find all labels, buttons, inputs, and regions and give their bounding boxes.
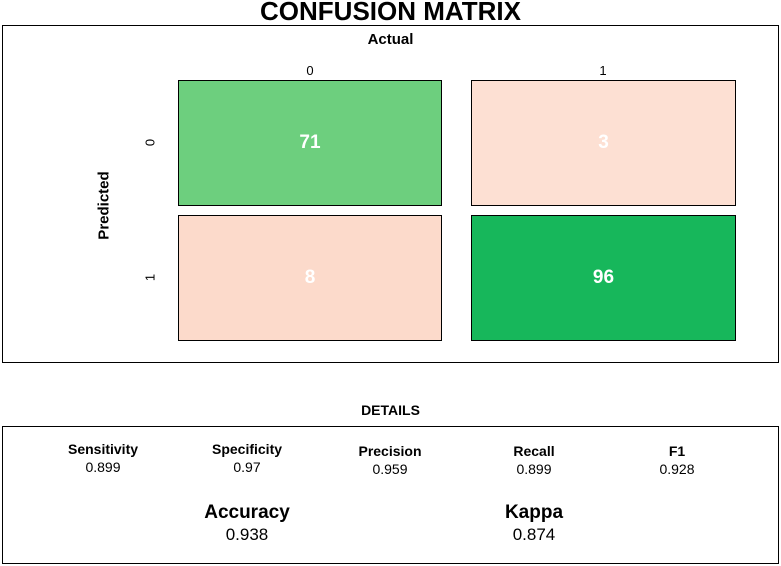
chart-title: CONFUSION MATRIX	[260, 0, 521, 26]
metric-sensitivity: Sensitivity 0.899	[33, 441, 173, 475]
metric-kappa: Kappa 0.874	[444, 502, 624, 545]
metric-value: 0.899	[516, 461, 552, 477]
metric-name: Specificity	[211, 441, 283, 457]
y-tick-label-1: 1	[142, 273, 158, 282]
metric-value: 0.97	[233, 459, 261, 475]
metric-value: 0.928	[659, 461, 695, 477]
metric-value: 0.899	[85, 459, 121, 475]
metric-name: Kappa	[504, 502, 564, 523]
metric-accuracy: Accuracy 0.938	[157, 502, 337, 545]
matrix-cell-pred0-act0: 71	[178, 80, 442, 206]
y-axis-label: Predicted	[95, 171, 113, 240]
matrix-cell-pred0-act1: 3	[471, 80, 736, 206]
y-tick-label-0: 0	[142, 138, 158, 147]
confusion-matrix-panel	[2, 25, 779, 363]
x-tick-label-1: 1	[599, 63, 607, 78]
metric-name: Recall	[513, 443, 555, 459]
metric-value: 0.959	[372, 461, 408, 477]
cell-value: 71	[299, 132, 321, 153]
cell-value: 3	[598, 132, 609, 153]
metric-name: Accuracy	[204, 502, 290, 523]
metric-specificity: Specificity 0.97	[177, 441, 317, 475]
matrix-cell-pred1-act1: 96	[471, 215, 736, 341]
matrix-cell-pred1-act0: 8	[178, 215, 442, 341]
metric-name: F1	[668, 443, 686, 459]
details-panel	[2, 426, 779, 564]
cell-value: 96	[592, 267, 615, 288]
metric-value: 0.938	[225, 525, 269, 544]
x-tick-label-0: 0	[306, 63, 314, 78]
x-axis-label: Actual	[367, 31, 414, 48]
metric-value: 0.874	[512, 525, 556, 544]
metric-recall: Recall 0.899	[464, 443, 604, 477]
metric-name: Sensitivity	[67, 441, 139, 457]
details-title: DETAILS	[361, 402, 420, 418]
metric-name: Precision	[358, 443, 422, 459]
metric-f1: F1 0.928	[607, 443, 747, 477]
metric-precision: Precision 0.959	[320, 443, 460, 477]
cell-value: 8	[304, 267, 316, 288]
